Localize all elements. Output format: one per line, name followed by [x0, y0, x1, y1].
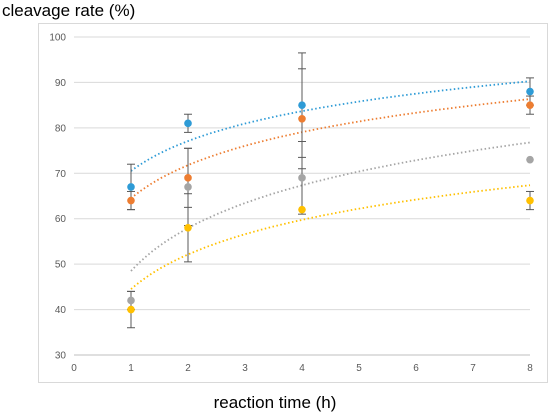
data-point-series-1: [526, 87, 534, 96]
x-tick-label: 1: [128, 363, 134, 374]
x-tick-label: 0: [71, 363, 77, 374]
data-point-series-2: [127, 196, 135, 205]
trendline-series-1: [130, 80, 531, 172]
data-point-series-4: [298, 205, 306, 214]
x-tick-label: 8: [527, 363, 533, 374]
data-point-series-3: [526, 155, 534, 164]
x-axis-label: reaction time (h): [213, 393, 337, 412]
x-tick-label: 7: [470, 363, 476, 374]
data-point-series-3: [298, 174, 306, 182]
y-tick-label: 90: [55, 78, 67, 89]
y-axis-label: cleavage rate (%): [2, 1, 136, 20]
data-point-series-2: [526, 101, 534, 109]
y-tick-label: 80: [55, 123, 67, 134]
y-tick-label: 70: [55, 169, 67, 180]
y-tick-label: 30: [55, 351, 67, 362]
data-point-series-1: [184, 119, 192, 128]
x-tick-label: 4: [299, 363, 305, 374]
trendline-series-4: [130, 184, 531, 290]
trendline-series-3: [130, 141, 531, 272]
data-point-series-4: [184, 224, 192, 232]
data-point-series-3: [127, 296, 135, 305]
data-point-series-4: [526, 196, 534, 205]
y-tick-label: 100: [49, 33, 66, 44]
x-tick-label: 2: [185, 363, 191, 374]
y-tick-label: 60: [55, 214, 67, 225]
x-tick-label: 6: [413, 363, 419, 374]
x-tick-label: 5: [356, 363, 362, 374]
trendline-series-2: [130, 98, 531, 200]
y-tick-label: 40: [55, 305, 67, 316]
data-point-series-3: [184, 183, 192, 191]
data-point-series-1: [127, 183, 135, 191]
data-point-series-1: [298, 101, 306, 109]
x-tick-label: 3: [242, 363, 248, 374]
data-point-series-2: [298, 114, 306, 123]
chart-frame: [38, 23, 548, 383]
y-tick-label: 50: [55, 260, 67, 271]
data-point-series-2: [184, 174, 192, 182]
data-point-series-4: [127, 305, 135, 314]
